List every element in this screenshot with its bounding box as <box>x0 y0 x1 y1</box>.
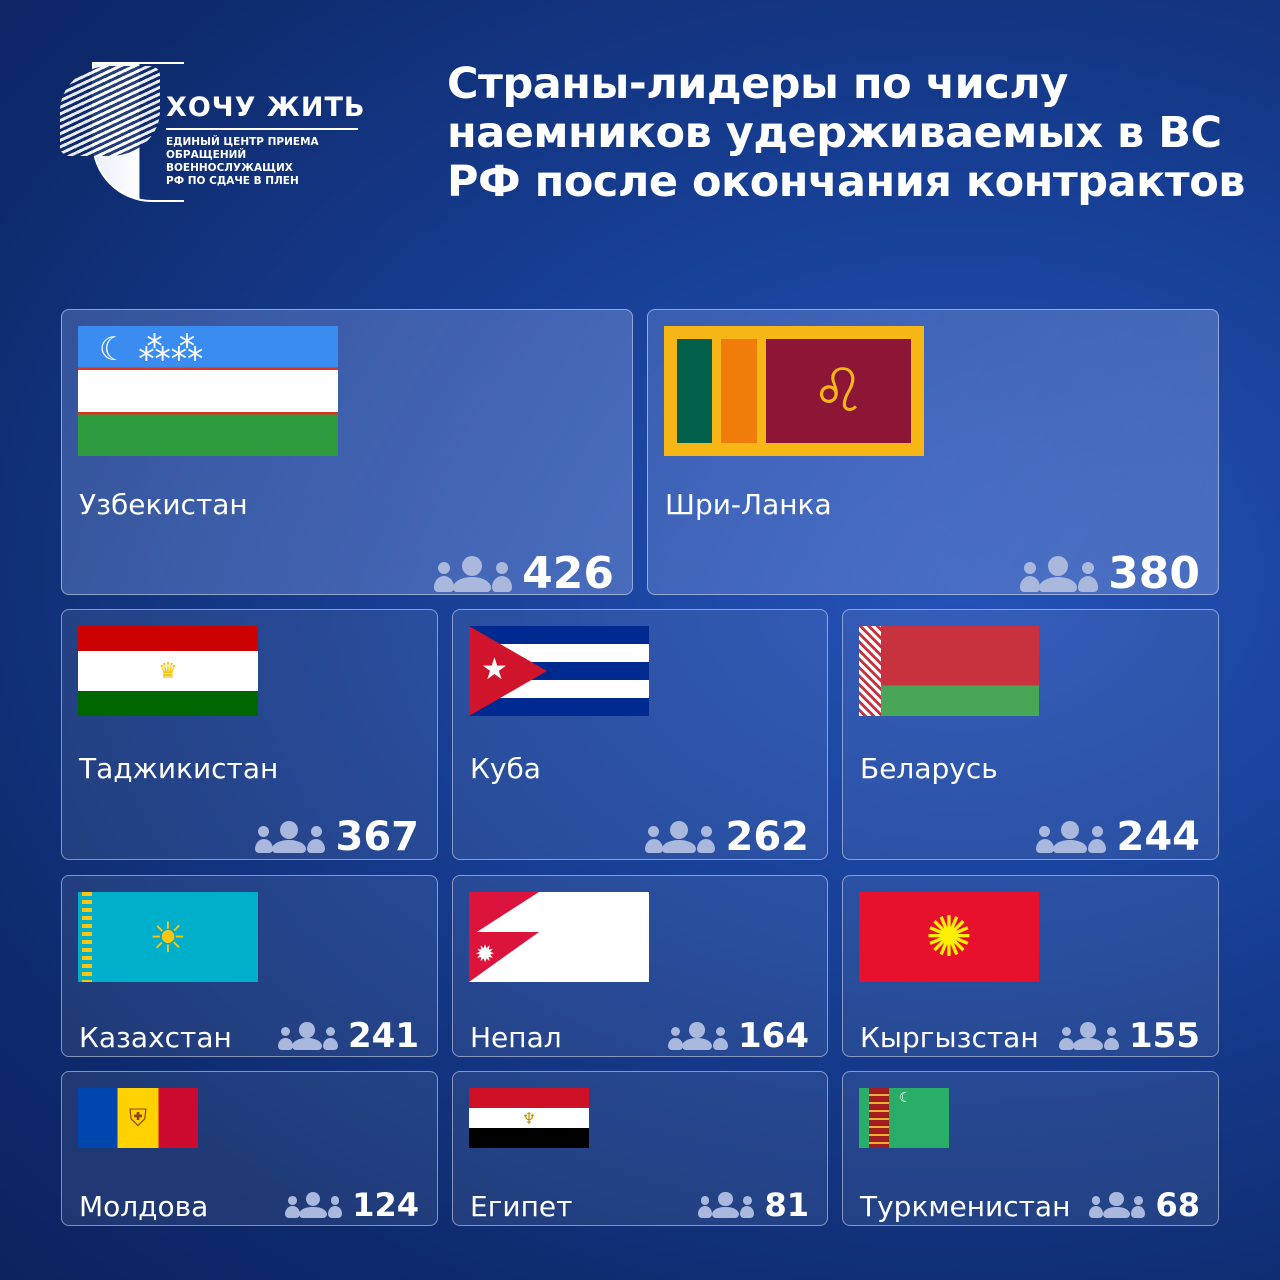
people-group-icon <box>697 1191 755 1219</box>
count-value: 367 <box>335 814 420 860</box>
country-name: Таджикистан <box>79 752 279 785</box>
count-value: 244 <box>1116 814 1201 860</box>
country-name: Египет <box>470 1190 573 1223</box>
count: 155 <box>1058 1016 1200 1056</box>
count: 244 <box>1035 814 1201 860</box>
count: 81 <box>697 1186 809 1224</box>
people-group-icon <box>434 555 513 592</box>
count: 426 <box>434 548 614 599</box>
count-value: 81 <box>764 1186 809 1224</box>
country-card: ♌ Шри-Ланка 380 <box>647 309 1219 599</box>
country-name: Туркменистан <box>860 1190 1071 1223</box>
people-group-icon <box>285 1191 343 1219</box>
people-group-icon <box>277 1022 339 1050</box>
subtitle-line: ЕДИНЫЙ ЦЕНТР ПРИЕМА <box>166 136 319 148</box>
country-name: Шри-Ланка <box>665 488 832 521</box>
kyrgyzstan-flag: ✺ <box>859 892 1039 982</box>
subtitle-line: ОБРАЩЕНИЙ ВОЕННОСЛУЖАЩИХ <box>166 149 293 174</box>
count: 380 <box>1020 548 1200 599</box>
country-name: Непал <box>470 1021 562 1054</box>
country-card: ✹ Непал 164 <box>452 875 828 1057</box>
country-name: Беларусь <box>860 752 998 785</box>
count: 124 <box>285 1186 419 1224</box>
count: 262 <box>644 814 810 860</box>
count: 164 <box>667 1016 809 1056</box>
country-card: Беларусь 244 <box>842 609 1219 860</box>
country-card: ♆ Египет 81 <box>452 1071 828 1226</box>
count: 68 <box>1088 1186 1200 1224</box>
country-card: ♛ Таджикистан 367 <box>61 609 438 860</box>
page-title: Страны-лидеры по числу наемников удержив… <box>447 59 1245 207</box>
country-name: Казахстан <box>79 1021 232 1054</box>
count-value: 164 <box>738 1016 809 1056</box>
people-group-icon <box>1088 1191 1146 1219</box>
count-value: 426 <box>522 548 614 599</box>
dove-wing-icon <box>60 66 160 156</box>
kazakhstan-flag: ☀ <box>78 892 258 982</box>
count-value: 68 <box>1155 1186 1200 1224</box>
divider <box>166 128 358 130</box>
count-value: 380 <box>1108 548 1200 599</box>
count-value: 155 <box>1129 1016 1200 1056</box>
turkmenistan-flag: ☾ <box>859 1088 949 1148</box>
people-group-icon <box>254 820 326 854</box>
country-card: ✺ Кыргызстан 155 <box>842 875 1219 1057</box>
moldova-flag: ⛨ <box>78 1088 198 1148</box>
logo: ХОЧУ ЖИТЬ ЕДИНЫЙ ЦЕНТР ПРИЕМА ОБРАЩЕНИЙ … <box>60 58 370 208</box>
country-card: ⛨ Молдова 124 <box>61 1071 438 1226</box>
people-group-icon <box>1035 820 1107 854</box>
uzbekistan-flag: ☾ ⁂⁂ <box>78 326 338 456</box>
country-card: ☾ ⁂⁂ Узбекистан 426 <box>61 309 633 599</box>
country-name: Узбекистан <box>79 488 248 521</box>
count-value: 262 <box>725 814 810 860</box>
cuba-flag: ★ <box>469 626 649 716</box>
people-group-icon <box>1058 1022 1120 1050</box>
people-group-icon <box>644 820 716 854</box>
count-value: 241 <box>348 1016 419 1056</box>
subtitle-line: РФ ПО СДАЧЕ В ПЛЕН <box>166 175 299 187</box>
count-value: 124 <box>352 1186 419 1224</box>
country-name: Кыргызстан <box>860 1021 1039 1054</box>
country-card: ★ Куба 262 <box>452 609 828 860</box>
egypt-flag: ♆ <box>469 1088 589 1148</box>
count: 241 <box>277 1016 419 1056</box>
count: 367 <box>254 814 420 860</box>
belarus-flag <box>859 626 1039 716</box>
country-card: ☀ Казахстан 241 <box>61 875 438 1057</box>
people-group-icon <box>1020 555 1099 592</box>
people-group-icon <box>667 1022 729 1050</box>
country-card: ☾ Туркменистан 68 <box>842 1071 1219 1226</box>
country-name: Куба <box>470 752 541 785</box>
brand-subtitle: ЕДИНЫЙ ЦЕНТР ПРИЕМА ОБРАЩЕНИЙ ВОЕННОСЛУЖ… <box>166 136 370 188</box>
sri-lanka-flag: ♌ <box>664 326 924 456</box>
brand-name: ХОЧУ ЖИТЬ <box>166 92 366 123</box>
country-name: Молдова <box>79 1190 209 1223</box>
tajikistan-flag: ♛ <box>78 626 258 716</box>
nepal-flag: ✹ <box>469 892 649 982</box>
